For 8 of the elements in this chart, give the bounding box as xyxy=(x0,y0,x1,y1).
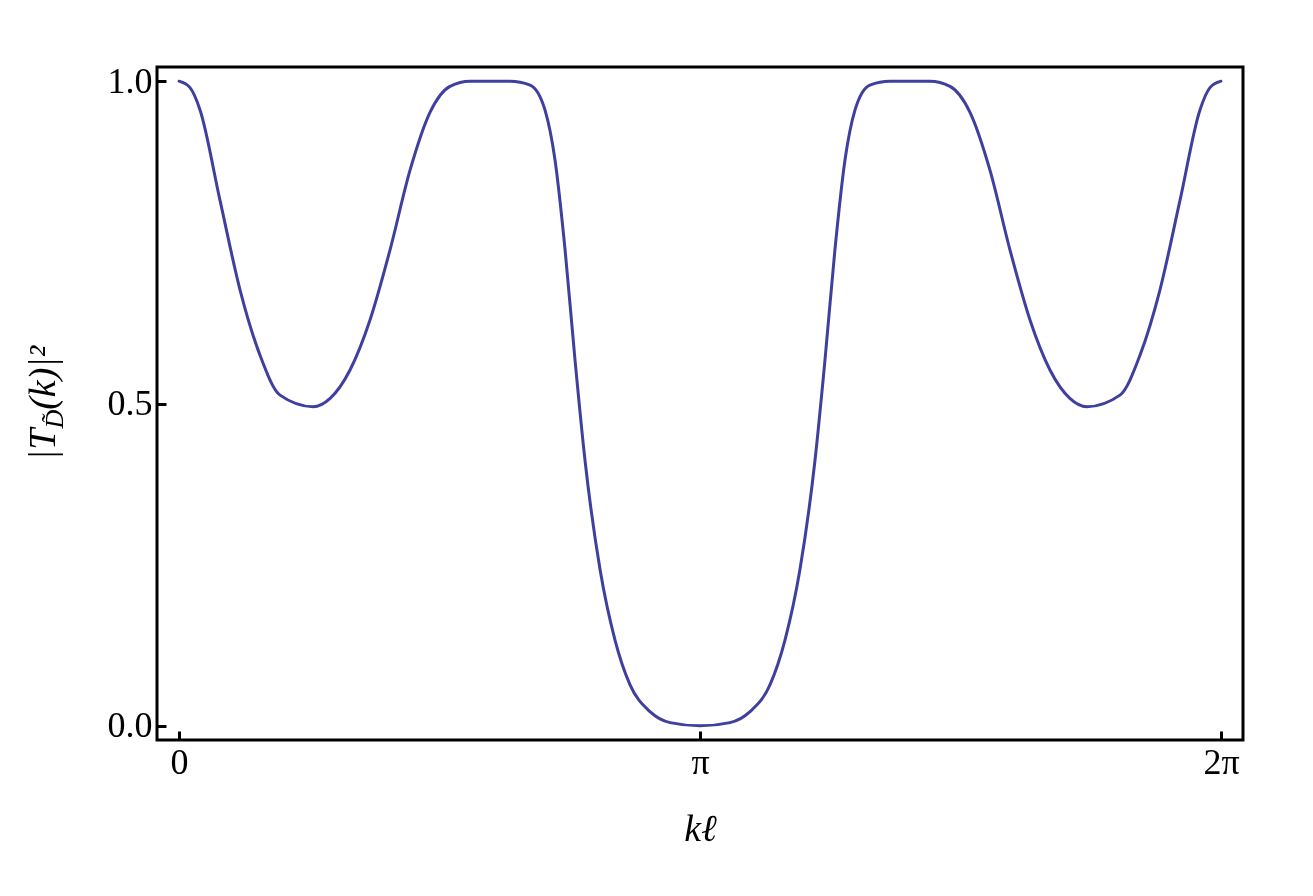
y-tick-label: 0.5 xyxy=(107,383,153,423)
y-tick-label: 1.0 xyxy=(107,60,153,101)
x-axis-title: kℓ xyxy=(684,806,718,849)
x-tick-label: π xyxy=(691,741,710,782)
x-tick-label: 0 xyxy=(170,741,189,782)
line-series xyxy=(177,79,1223,728)
x-tick-label: 2π xyxy=(1203,741,1240,782)
y-tick-label: 0.0 xyxy=(107,705,153,746)
